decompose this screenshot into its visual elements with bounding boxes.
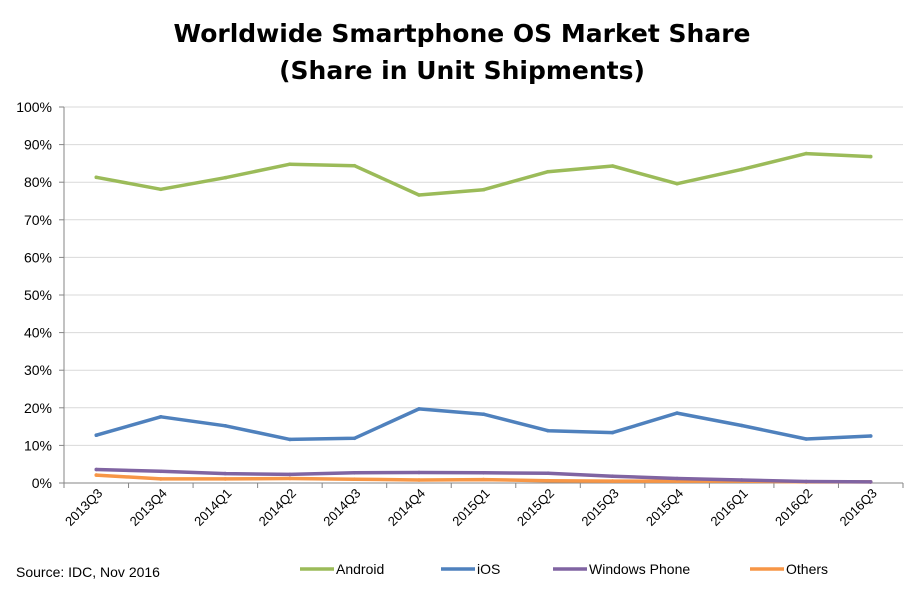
data-point-windows-phone-2014Q3	[352, 471, 357, 475]
x-tick-label-2014Q4: 2014Q4	[385, 486, 428, 529]
data-point-ios-2016Q2	[804, 437, 808, 441]
legend: Android iOS Windows Phone Others	[300, 561, 828, 577]
data-point-windows-phone-2016Q1	[739, 478, 744, 482]
data-point-android-2014Q3	[352, 163, 357, 168]
data-point-others-2015Q3	[610, 479, 615, 483]
x-tick-label-2013Q3: 2013Q3	[62, 486, 105, 529]
legend-label-android: Android	[336, 561, 384, 577]
data-point-windows-phone-2014Q2	[288, 472, 292, 477]
data-point-others-2013Q3	[94, 473, 99, 477]
data-point-android-2013Q3	[94, 175, 99, 180]
y-tick-label-3: 30%	[24, 362, 52, 378]
source-note: Source: IDC, Nov 2016	[16, 564, 160, 580]
data-point-windows-phone-2016Q2	[804, 479, 808, 484]
data-point-ios-2015Q2	[546, 428, 550, 433]
data-point-ios-2015Q3	[610, 430, 615, 435]
data-point-android-2016Q2	[804, 151, 808, 156]
data-point-others-2013Q4	[159, 477, 163, 481]
data-point-android-2016Q1	[739, 167, 744, 172]
data-point-android-2015Q2	[546, 169, 550, 174]
data-point-windows-phone-2015Q3	[610, 474, 615, 479]
data-point-others-2014Q3	[352, 477, 357, 482]
grid-lines	[64, 106, 903, 446]
chart-title-group: Worldwide Smartphone OS Market Share (Sh…	[174, 19, 751, 85]
data-point-windows-phone-2014Q4	[417, 470, 421, 475]
data-point-others-2015Q2	[546, 478, 550, 483]
y-tick-label-4: 40%	[24, 325, 52, 341]
x-tick-label-2014Q2: 2014Q2	[256, 486, 299, 529]
data-point-ios-2015Q1	[481, 412, 486, 417]
data-point-windows-phone-2013Q3	[94, 467, 99, 472]
data-point-windows-phone-2016Q3	[868, 480, 873, 484]
data-point-others-2015Q1	[481, 477, 486, 482]
data-point-ios-2014Q4	[417, 407, 421, 411]
legend-label-windows-phone: Windows Phone	[589, 561, 690, 577]
x-tick-label-2016Q1: 2016Q1	[707, 486, 750, 529]
data-point-windows-phone-2015Q4	[675, 476, 679, 481]
y-tick-label-2: 20%	[24, 400, 52, 416]
data-point-ios-2014Q1	[223, 424, 228, 428]
data-point-ios-2014Q2	[288, 437, 292, 442]
data-point-ios-2015Q4	[675, 411, 679, 415]
x-tick-label-2015Q1: 2015Q1	[449, 486, 492, 529]
data-point-ios-2014Q3	[352, 436, 357, 441]
x-axis-ticks: 2013Q3 2013Q4 2014Q1 2014Q2 2014Q3 2014Q4 2015…	[62, 483, 904, 529]
x-tick-label-2015Q4: 2015Q4	[643, 486, 686, 529]
chart-title: Worldwide Smartphone OS Market Share	[174, 19, 751, 48]
y-tick-label-1: 10%	[24, 437, 52, 453]
y-tick-label-5: 50%	[24, 287, 52, 303]
y-tick-label-8: 80%	[24, 174, 52, 190]
data-point-android-2014Q1	[223, 175, 228, 180]
data-point-ios-2016Q3	[868, 434, 873, 438]
data-point-windows-phone-2015Q1	[481, 471, 486, 475]
x-tick-label-2014Q3: 2014Q3	[320, 486, 363, 529]
data-point-windows-phone-2015Q2	[546, 471, 550, 476]
data-point-windows-phone-2014Q1	[223, 471, 228, 476]
data-point-others-2014Q2	[288, 476, 292, 481]
data-point-others-2014Q4	[417, 478, 421, 482]
legend-label-others: Others	[786, 561, 828, 577]
data-point-android-2015Q1	[481, 187, 486, 192]
y-tick-label-10: 100%	[16, 99, 52, 115]
x-tick-label-2016Q2: 2016Q2	[772, 486, 815, 529]
data-point-ios-2013Q4	[159, 415, 163, 419]
data-point-android-2016Q3	[868, 154, 873, 159]
data-point-android-2013Q4	[159, 187, 163, 192]
y-tick-label-9: 90%	[24, 137, 52, 153]
data-point-android-2014Q2	[288, 162, 292, 166]
series-lines	[94, 151, 873, 484]
x-tick-label-2015Q3: 2015Q3	[578, 486, 621, 529]
data-point-android-2015Q4	[675, 181, 679, 186]
data-point-others-2014Q1	[223, 477, 228, 481]
data-point-android-2015Q3	[610, 164, 615, 168]
x-tick-label-2016Q3: 2016Q3	[837, 486, 880, 529]
x-tick-label-2013Q4: 2013Q4	[127, 486, 170, 529]
x-tick-label-2014Q1: 2014Q1	[191, 486, 234, 529]
y-axis-ticks: 0% 10% 20% 30% 40% 50% 60% 70% 80% 90% 100%	[16, 99, 64, 491]
y-tick-label-0: 0%	[32, 475, 52, 491]
x-tick-label-2015Q2: 2015Q2	[514, 486, 557, 529]
data-point-android-2014Q4	[417, 193, 421, 197]
data-point-ios-2013Q3	[94, 433, 99, 438]
data-point-ios-2016Q1	[739, 423, 744, 428]
chart-subtitle: (Share in Unit Shipments)	[279, 56, 645, 85]
y-tick-label-7: 70%	[24, 212, 52, 228]
y-tick-label-6: 60%	[24, 249, 52, 265]
data-point-windows-phone-2013Q4	[159, 469, 163, 474]
legend-label-ios: iOS	[477, 561, 500, 577]
